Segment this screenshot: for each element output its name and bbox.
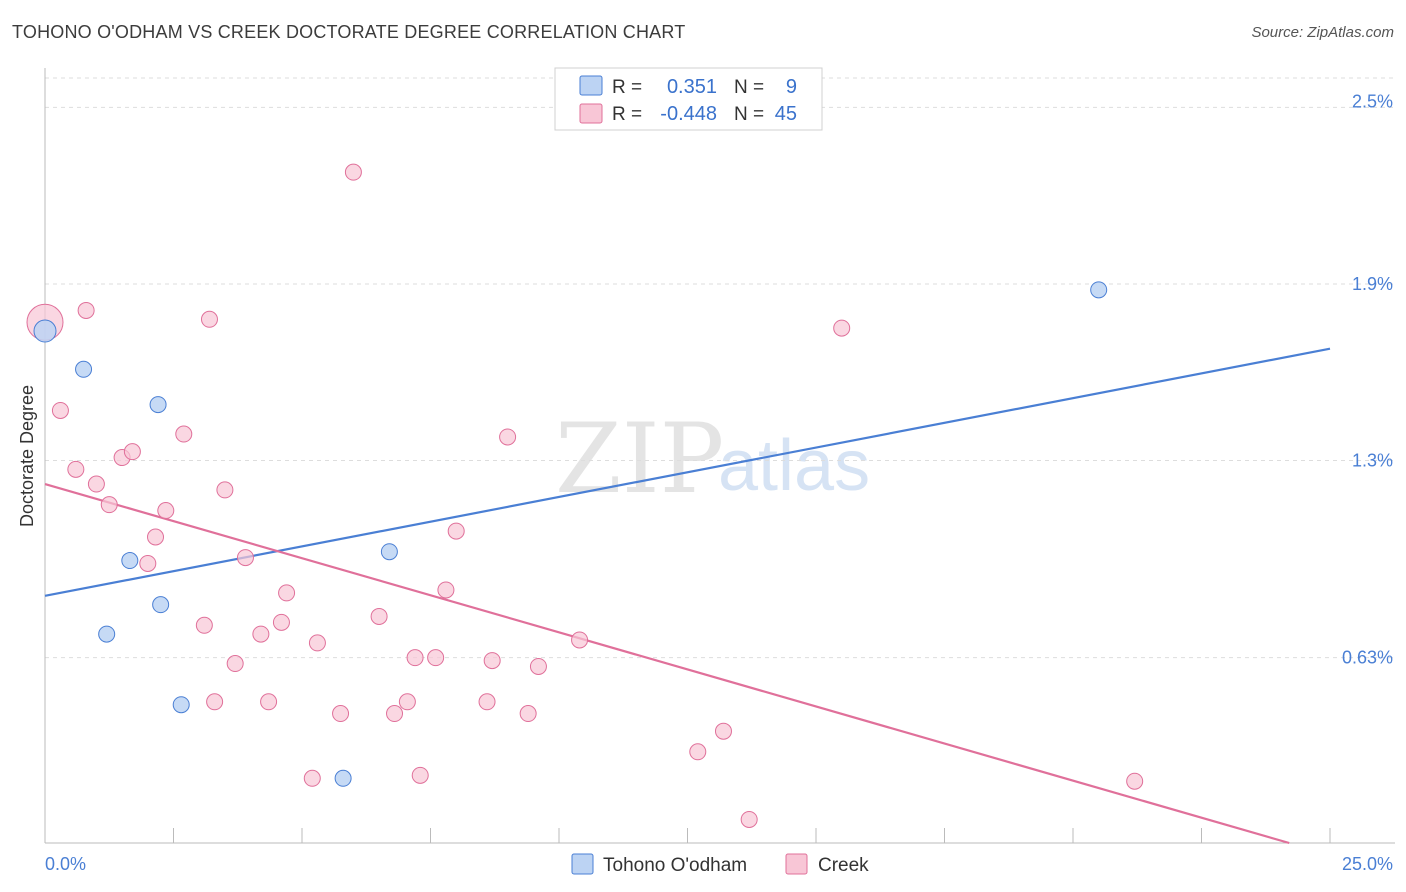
point-tohono	[1090, 281, 1108, 299]
point-creek	[478, 693, 496, 711]
point-creek	[437, 581, 455, 599]
legend: R = 0.351 N = 9 R = -0.448 N = 45	[554, 67, 823, 131]
point-creek	[252, 625, 270, 643]
y-tick-label: 1.9%	[1352, 274, 1393, 294]
legend-n-label-1: N =	[734, 77, 764, 98]
x-tick-label: 25.0%	[1342, 854, 1393, 874]
point-creek	[427, 649, 445, 667]
legend-n-value-2: 45	[775, 103, 797, 125]
point-tohono	[380, 543, 398, 561]
y-tick-label: 2.5%	[1352, 91, 1393, 111]
watermark: ZIP atlas	[555, 403, 870, 515]
point-tohono	[33, 319, 57, 343]
point-tohono	[75, 360, 93, 378]
y-tick-label: 0.63%	[1342, 648, 1393, 668]
point-creek	[483, 652, 501, 670]
chart-source: Source: ZipAtlas.com	[1251, 24, 1394, 41]
chart-title: TOHONO O'ODHAM VS CREEK DOCTORATE DEGREE…	[12, 22, 686, 42]
point-tohono	[172, 696, 190, 714]
legend-n-value-1: 9	[786, 76, 797, 98]
point-creek	[77, 301, 95, 319]
point-tohono	[334, 769, 352, 787]
point-creek	[411, 766, 429, 784]
point-creek	[519, 705, 537, 723]
point-creek	[195, 616, 213, 634]
point-creek	[123, 443, 141, 461]
point-creek	[87, 475, 105, 493]
y-tick-labels: 2.5% 1.9% 1.3% 0.63%	[1342, 91, 1393, 667]
legend-swatch-tohono	[579, 75, 603, 96]
data-points	[26, 163, 1144, 828]
point-creek	[1126, 772, 1144, 790]
point-creek	[406, 649, 424, 667]
point-creek	[100, 496, 118, 514]
point-tohono	[98, 625, 116, 643]
point-tohono	[121, 552, 139, 570]
bottom-legend: Tohono O'odham Creek	[571, 853, 869, 876]
point-creek	[689, 743, 707, 761]
point-creek	[175, 425, 193, 443]
point-creek	[226, 655, 244, 673]
point-creek	[833, 319, 851, 337]
watermark-atlas: atlas	[718, 426, 870, 506]
point-creek	[278, 584, 296, 602]
trendline-creek	[44, 482, 1290, 845]
watermark-zip: ZIP	[555, 403, 724, 515]
axes	[44, 68, 1395, 844]
point-creek	[529, 657, 547, 675]
legend-r-label-2: R =	[612, 104, 642, 125]
point-creek	[260, 693, 278, 711]
point-tohono	[149, 396, 167, 414]
bottom-legend-label-tohono: Tohono O'odham	[603, 855, 747, 876]
legend-r-label-1: R =	[612, 77, 642, 98]
y-axis-label: Doctorate Degree	[17, 385, 37, 527]
point-creek	[272, 613, 290, 631]
point-creek	[571, 631, 589, 649]
point-creek	[447, 522, 465, 540]
bottom-legend-swatch-creek	[785, 853, 808, 875]
legend-n-label-2: N =	[734, 104, 764, 125]
point-creek	[344, 163, 362, 181]
bottom-legend-swatch-tohono	[571, 853, 594, 875]
point-creek	[332, 705, 350, 723]
point-creek	[714, 722, 732, 740]
x-tick-label: 0.0%	[45, 854, 86, 874]
point-creek	[499, 428, 517, 446]
legend-r-value-1: 0.351	[667, 76, 717, 98]
legend-swatch-creek	[579, 103, 603, 124]
point-creek	[236, 549, 254, 567]
point-creek	[139, 554, 157, 572]
point-creek	[740, 810, 758, 828]
bottom-legend-label-creek: Creek	[818, 855, 869, 876]
point-creek	[303, 769, 321, 787]
point-creek	[308, 634, 326, 652]
point-creek	[147, 528, 165, 546]
point-creek	[386, 705, 404, 723]
legend-r-value-2: -0.448	[660, 103, 717, 125]
y-tick-label: 1.3%	[1352, 451, 1393, 471]
point-creek	[200, 310, 218, 328]
point-creek	[67, 460, 85, 478]
point-creek	[206, 693, 224, 711]
grid	[45, 77, 1395, 659]
point-tohono	[152, 596, 170, 614]
point-creek	[157, 502, 175, 520]
point-creek	[398, 693, 416, 711]
point-creek	[370, 607, 388, 625]
x-tick-labels: 0.0% 25.0%	[45, 854, 1393, 874]
trendlines	[44, 347, 1331, 845]
point-creek	[216, 481, 234, 499]
trendline-tohono	[44, 347, 1331, 597]
point-creek	[51, 401, 69, 419]
